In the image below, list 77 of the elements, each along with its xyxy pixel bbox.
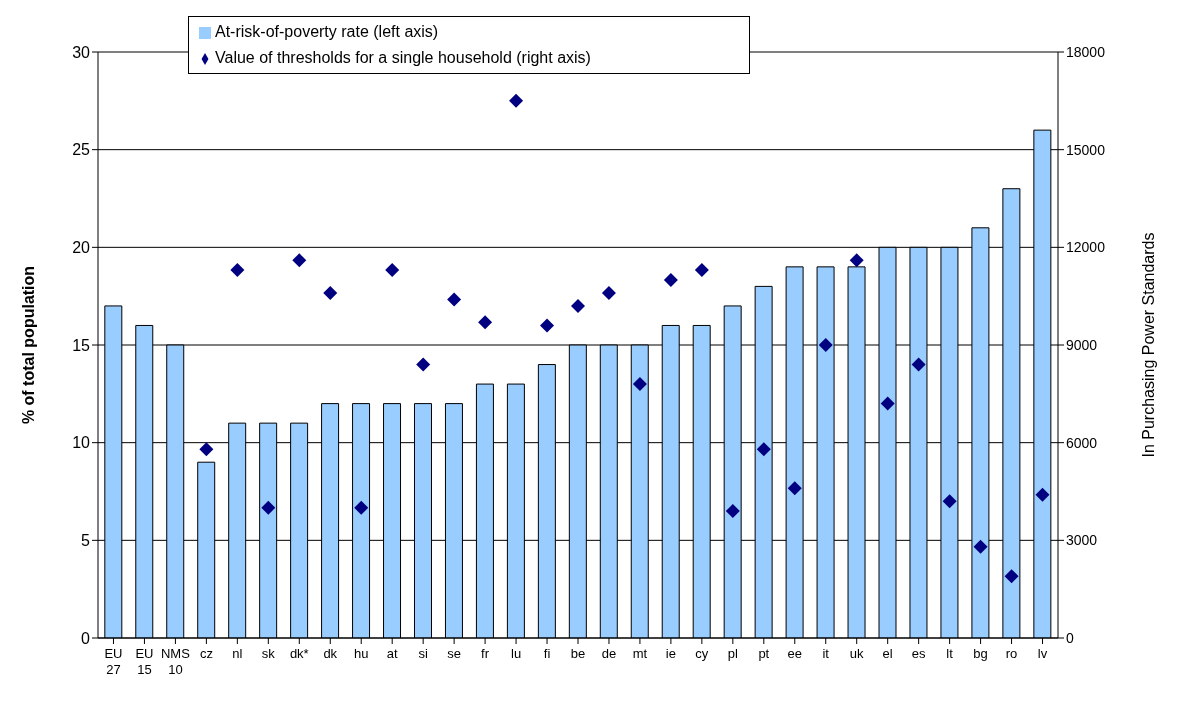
x-tick-label: se xyxy=(447,646,461,661)
x-tick-label: mt xyxy=(632,646,648,661)
x-tick-label: ie xyxy=(665,646,676,661)
point xyxy=(849,253,864,268)
y-tick-label: 0 xyxy=(81,629,91,647)
x-tick-label: EU 27 xyxy=(104,646,123,677)
point xyxy=(632,377,647,392)
y-tick-label: 15 xyxy=(72,336,91,354)
legend-label: Value of thresholds for a single household (right axis) xyxy=(215,49,591,66)
point xyxy=(447,292,462,307)
x-tick-label: lv xyxy=(1037,646,1048,661)
point xyxy=(756,442,771,457)
x-tick-label: lt xyxy=(946,646,954,661)
point xyxy=(601,285,616,300)
y2-tick-label: 18000 xyxy=(1066,43,1106,60)
y2-tick-label: 12000 xyxy=(1066,239,1106,256)
x-tick-label: de xyxy=(601,646,617,661)
x-tick-label: dk xyxy=(323,646,338,661)
x-tick-label: fi xyxy=(543,646,551,661)
y2-tick-label: 9000 xyxy=(1066,336,1098,353)
x-tick-label: pl xyxy=(727,646,739,661)
y-axis-title: % of total population xyxy=(19,265,37,425)
x-tick-label: lu xyxy=(511,646,522,661)
point xyxy=(1035,487,1050,502)
point xyxy=(1004,569,1019,584)
point xyxy=(973,539,988,554)
x-tick-label: NMS 10 xyxy=(160,646,191,677)
x-tick-label: ro xyxy=(1005,646,1018,661)
point xyxy=(694,263,709,278)
y-tick-label: 30 xyxy=(72,43,91,61)
x-tick-label: uk xyxy=(849,646,865,661)
x-tick-label: nl xyxy=(232,646,243,661)
y2-tick-label: 6000 xyxy=(1066,434,1098,451)
point xyxy=(261,500,276,515)
x-tick-label: at xyxy=(386,646,398,661)
y-tick-label: 5 xyxy=(81,532,91,550)
y2-tick-label: 3000 xyxy=(1066,532,1098,549)
x-tick-label: dk* xyxy=(289,646,309,661)
x-tick-label: es xyxy=(911,646,927,661)
point xyxy=(571,298,585,313)
point xyxy=(725,504,740,519)
point xyxy=(292,253,307,268)
x-tick-label: si xyxy=(418,646,428,661)
legend-label: At-risk-of-poverty rate (left axis) xyxy=(215,23,439,40)
y2-tick-label: 15000 xyxy=(1066,141,1106,158)
point xyxy=(663,272,678,287)
point xyxy=(199,442,214,457)
x-tick-label: pt xyxy=(758,646,770,661)
point xyxy=(880,396,895,411)
x-tick-label: ee xyxy=(787,646,803,661)
point xyxy=(942,494,957,509)
y-tick-label: 20 xyxy=(72,239,91,257)
x-tick-label: fr xyxy=(481,646,490,661)
x-tick-label: bg xyxy=(973,646,988,661)
x-tick-label: be xyxy=(570,646,586,661)
point xyxy=(911,357,926,372)
x-tick-label: cy xyxy=(695,646,709,661)
y-tick-label: 10 xyxy=(72,434,91,452)
point xyxy=(354,500,369,515)
x-tick-label: el xyxy=(882,646,893,661)
x-tick-label: sk xyxy=(261,646,276,661)
point xyxy=(385,263,400,278)
y2-tick-label: 0 xyxy=(1066,629,1074,646)
point xyxy=(509,93,524,108)
point xyxy=(818,338,833,352)
point xyxy=(416,357,431,372)
point xyxy=(478,315,493,330)
x-tick-label: EU 15 xyxy=(135,646,154,677)
point xyxy=(540,318,555,333)
x-tick-label: it xyxy=(822,646,830,661)
point xyxy=(230,263,245,278)
x-tick-label: cz xyxy=(199,646,213,661)
y-tick-label: 25 xyxy=(72,141,91,159)
y2-axis-title: In Purchasing Power Standards xyxy=(1139,232,1157,458)
point xyxy=(323,285,338,300)
x-tick-label: hu xyxy=(353,646,369,661)
point xyxy=(787,481,802,496)
